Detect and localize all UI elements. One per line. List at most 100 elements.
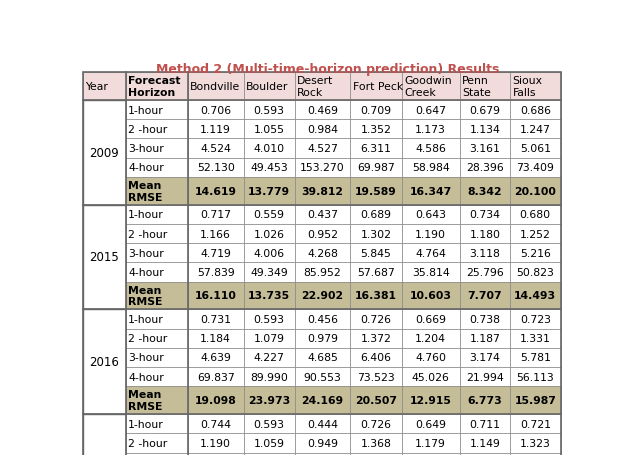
Text: 4-hour: 4-hour bbox=[128, 372, 164, 382]
Bar bbox=[125, 386, 188, 414]
Bar bbox=[294, 386, 351, 414]
Bar bbox=[244, 224, 294, 243]
Text: 73.409: 73.409 bbox=[516, 163, 554, 173]
Bar bbox=[125, 414, 188, 433]
Bar bbox=[351, 386, 402, 414]
Text: 4.527: 4.527 bbox=[307, 144, 338, 154]
Bar bbox=[402, 453, 460, 455]
Text: 20.507: 20.507 bbox=[355, 395, 397, 405]
Bar bbox=[402, 282, 460, 310]
Bar bbox=[351, 348, 402, 367]
Text: 1-hour: 1-hour bbox=[128, 210, 164, 220]
Text: 14.493: 14.493 bbox=[515, 291, 556, 301]
Bar bbox=[188, 386, 244, 414]
Text: 2 -hour: 2 -hour bbox=[128, 229, 167, 239]
Text: 4.586: 4.586 bbox=[415, 144, 446, 154]
Text: 16.381: 16.381 bbox=[355, 291, 397, 301]
Bar bbox=[244, 205, 294, 224]
Bar bbox=[188, 73, 244, 101]
Text: 4.760: 4.760 bbox=[415, 353, 446, 363]
Bar bbox=[83, 414, 125, 455]
Bar bbox=[402, 224, 460, 243]
Bar bbox=[294, 177, 351, 205]
Text: 69.837: 69.837 bbox=[196, 372, 234, 382]
Bar bbox=[294, 282, 351, 310]
Text: 3-hour: 3-hour bbox=[128, 353, 164, 363]
Text: 6.311: 6.311 bbox=[360, 144, 392, 154]
Bar bbox=[294, 433, 351, 453]
Bar bbox=[351, 329, 402, 348]
Bar bbox=[294, 414, 351, 433]
Text: 25.796: 25.796 bbox=[466, 268, 504, 278]
Text: 16.347: 16.347 bbox=[410, 187, 452, 197]
Bar bbox=[244, 101, 294, 120]
Bar bbox=[294, 120, 351, 139]
Text: 1.252: 1.252 bbox=[520, 229, 551, 239]
Text: 4.227: 4.227 bbox=[253, 353, 285, 363]
Bar bbox=[460, 224, 510, 243]
Bar bbox=[294, 224, 351, 243]
Bar bbox=[188, 329, 244, 348]
Bar bbox=[460, 310, 510, 329]
Bar bbox=[402, 158, 460, 177]
Text: 1.352: 1.352 bbox=[360, 125, 392, 135]
Text: 0.711: 0.711 bbox=[469, 419, 500, 429]
Bar bbox=[188, 243, 244, 263]
Bar bbox=[402, 120, 460, 139]
Bar bbox=[510, 386, 561, 414]
Text: 0.706: 0.706 bbox=[200, 105, 231, 115]
Bar bbox=[125, 243, 188, 263]
Bar bbox=[351, 205, 402, 224]
Bar bbox=[510, 120, 561, 139]
Text: 0.744: 0.744 bbox=[200, 419, 231, 429]
Text: 21.994: 21.994 bbox=[466, 372, 504, 382]
Bar bbox=[510, 367, 561, 386]
Bar bbox=[510, 177, 561, 205]
Text: 35.814: 35.814 bbox=[412, 268, 449, 278]
Bar bbox=[510, 243, 561, 263]
Text: 1.179: 1.179 bbox=[415, 438, 446, 448]
Bar bbox=[294, 101, 351, 120]
Bar bbox=[125, 367, 188, 386]
Text: 0.559: 0.559 bbox=[253, 210, 285, 220]
Bar bbox=[294, 453, 351, 455]
Text: 13.779: 13.779 bbox=[248, 187, 290, 197]
Bar bbox=[125, 73, 188, 101]
Text: 1.184: 1.184 bbox=[200, 334, 231, 344]
Bar bbox=[125, 453, 188, 455]
Text: 1.079: 1.079 bbox=[253, 334, 285, 344]
Bar bbox=[83, 101, 125, 205]
Text: Forecast
Horizon: Forecast Horizon bbox=[128, 76, 180, 98]
Bar bbox=[244, 414, 294, 433]
Text: 0.731: 0.731 bbox=[200, 314, 231, 324]
Text: 3-hour: 3-hour bbox=[128, 248, 164, 258]
Bar bbox=[402, 101, 460, 120]
Bar bbox=[510, 101, 561, 120]
Bar bbox=[460, 367, 510, 386]
Text: 4.006: 4.006 bbox=[253, 248, 285, 258]
Text: 58.984: 58.984 bbox=[412, 163, 449, 173]
Text: 2016: 2016 bbox=[90, 355, 119, 369]
Text: 1.119: 1.119 bbox=[200, 125, 231, 135]
Bar bbox=[460, 453, 510, 455]
Bar bbox=[188, 139, 244, 158]
Text: 1.247: 1.247 bbox=[520, 125, 551, 135]
Bar bbox=[460, 348, 510, 367]
Bar bbox=[125, 101, 188, 120]
Text: Penn
State: Penn State bbox=[462, 76, 491, 98]
Bar bbox=[294, 73, 351, 101]
Bar bbox=[125, 139, 188, 158]
Bar bbox=[460, 243, 510, 263]
Bar bbox=[460, 282, 510, 310]
Bar bbox=[402, 433, 460, 453]
Text: 1.173: 1.173 bbox=[415, 125, 446, 135]
Text: 8.342: 8.342 bbox=[468, 187, 502, 197]
Bar bbox=[244, 73, 294, 101]
Bar bbox=[460, 329, 510, 348]
Text: 1.368: 1.368 bbox=[360, 438, 392, 448]
Text: 0.437: 0.437 bbox=[307, 210, 338, 220]
Text: 0.593: 0.593 bbox=[253, 314, 285, 324]
Text: Goodwin
Creek: Goodwin Creek bbox=[404, 76, 452, 98]
Text: 5.781: 5.781 bbox=[520, 353, 551, 363]
Text: 89.990: 89.990 bbox=[250, 372, 288, 382]
